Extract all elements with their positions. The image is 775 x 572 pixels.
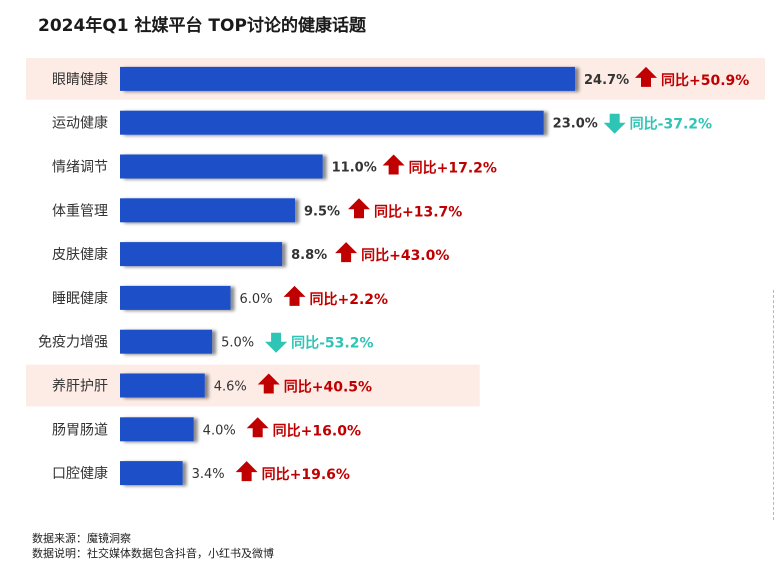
bar	[120, 66, 575, 91]
value-label: 3.4%	[192, 467, 225, 482]
bar	[120, 242, 283, 267]
category-label: 运动健康	[52, 115, 108, 132]
value-label: 11.0%	[332, 161, 377, 176]
yoy-label: 同比+43.0%	[361, 247, 449, 264]
bar	[120, 285, 231, 310]
yoy-label: 同比+19.6%	[262, 466, 350, 483]
bar	[120, 110, 544, 135]
category-label: 体重管理	[52, 203, 108, 219]
arrow-down-icon	[265, 332, 288, 353]
category-label: 免疫力增强	[38, 335, 108, 351]
yoy-label: 同比+16.0%	[273, 422, 361, 439]
bar	[120, 154, 323, 179]
category-label: 养肝护肝	[52, 379, 108, 395]
highlight-band	[26, 364, 480, 407]
data-source: 数据来源：魔镜洞察	[32, 532, 131, 545]
data-note: 数据说明：社交媒体数据包含抖音，小红书及微博	[32, 547, 274, 560]
arrow-down-icon	[603, 113, 626, 134]
value-label: 9.5%	[304, 204, 340, 219]
bar	[120, 198, 295, 223]
category-label: 眼睛健康	[52, 71, 108, 88]
yoy-label: 同比-53.2%	[291, 335, 373, 352]
bar	[120, 417, 194, 442]
yoy-label: 同比+40.5%	[284, 379, 372, 396]
bar	[120, 373, 205, 398]
arrow-up-icon	[283, 285, 306, 306]
value-label: 24.7%	[584, 73, 629, 88]
arrow-up-icon	[335, 242, 358, 263]
category-label: 情绪调节	[52, 160, 108, 176]
value-label: 4.6%	[214, 380, 247, 395]
value-label: 23.0%	[553, 117, 598, 132]
value-label: 5.0%	[221, 336, 254, 351]
category-label: 睡眠健康	[52, 290, 108, 307]
arrow-up-icon	[257, 373, 280, 394]
chart-title: 2024年Q1 社媒平台 TOP讨论的健康话题	[38, 16, 366, 36]
edge-divider	[773, 290, 775, 520]
yoy-label: 同比+2.2%	[310, 291, 389, 308]
value-label: 6.0%	[240, 292, 273, 307]
category-label: 肠胃肠道	[52, 422, 108, 438]
arrow-up-icon	[382, 154, 405, 175]
category-label: 皮肤健康	[52, 246, 108, 263]
yoy-label: 同比+13.7%	[374, 203, 462, 220]
yoy-label: 同比+17.2%	[409, 160, 497, 177]
value-label: 4.0%	[203, 423, 236, 438]
yoy-label: 同比-37.2%	[630, 116, 712, 133]
bar	[120, 329, 213, 354]
arrow-up-icon	[348, 198, 370, 219]
arrow-up-icon	[246, 417, 269, 438]
arrow-up-icon	[635, 66, 657, 87]
yoy-label: 同比+50.9%	[661, 72, 749, 89]
arrow-up-icon	[235, 461, 258, 482]
bar	[120, 461, 183, 486]
category-label: 口腔健康	[52, 465, 108, 482]
value-label: 8.8%	[291, 248, 327, 263]
